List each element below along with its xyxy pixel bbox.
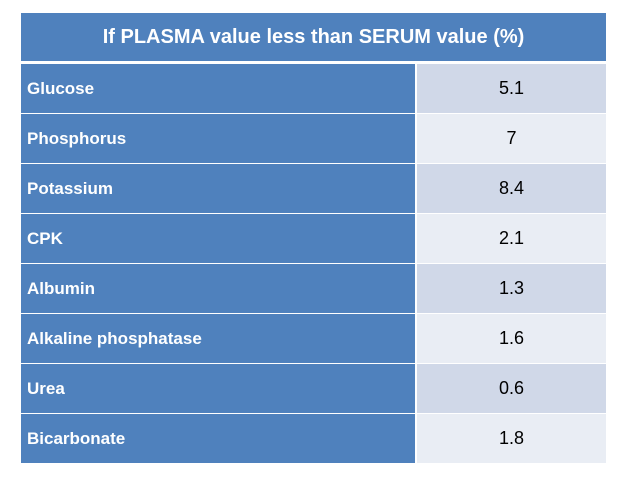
table-row: Alkaline phosphatase 1.6 — [21, 313, 607, 364]
row-value: 1.6 — [416, 313, 607, 364]
table-row: Potassium 8.4 — [21, 163, 607, 214]
row-label: Bicarbonate — [21, 413, 417, 464]
table-title: If PLASMA value less than SERUM value (%… — [21, 13, 607, 64]
row-label: Phosphorus — [21, 113, 417, 164]
table-row: Albumin 1.3 — [21, 263, 607, 314]
row-label: Potassium — [21, 163, 417, 214]
plasma-serum-table: If PLASMA value less than SERUM value (%… — [21, 13, 607, 464]
table-row: Phosphorus 7 — [21, 113, 607, 164]
table-header-row: If PLASMA value less than SERUM value (%… — [21, 13, 607, 64]
row-value: 1.3 — [416, 263, 607, 314]
row-value: 0.6 — [416, 363, 607, 414]
row-label: Glucose — [21, 62, 417, 114]
row-value: 8.4 — [416, 163, 607, 214]
table-row: Bicarbonate 1.8 — [21, 413, 607, 464]
table-row: Urea 0.6 — [21, 363, 607, 414]
table-row: CPK 2.1 — [21, 213, 607, 264]
row-value: 2.1 — [416, 213, 607, 264]
row-value: 7 — [416, 113, 607, 164]
table-row: Glucose 5.1 — [21, 62, 607, 114]
row-label: Albumin — [21, 263, 417, 314]
row-value: 5.1 — [416, 62, 607, 114]
row-label: CPK — [21, 213, 417, 264]
row-value: 1.8 — [416, 413, 607, 464]
row-label: Urea — [21, 363, 417, 414]
row-label: Alkaline phosphatase — [21, 313, 417, 364]
